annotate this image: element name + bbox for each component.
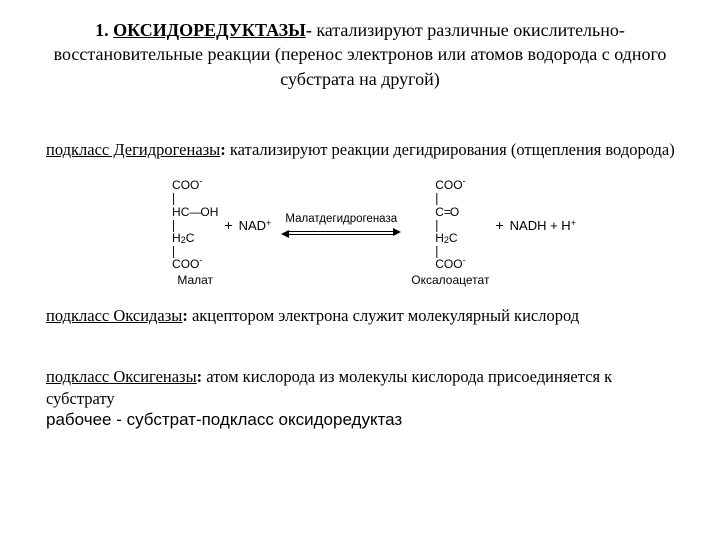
molecule-nadh: NADH + H+ — [510, 218, 576, 233]
subclass-oxygenase: подкласс Оксигеназы: атом кислорода из м… — [18, 366, 702, 411]
plus-icon: + — [224, 217, 232, 233]
headline-term: ОКСИДОРЕДУКТАЗЫ — [113, 20, 306, 40]
malate-structure: COO- | HC—OH | H2C | COO- — [172, 179, 218, 271]
slide-page: 1. ОКСИДОРЕДУКТАЗЫ- катализируют различн… — [0, 0, 720, 540]
reaction-arrow: Малатдегидрогеназа — [281, 213, 401, 237]
subclass-name: подкласс Оксигеназы — [46, 367, 197, 386]
headline-rest-1: катализируют различные окислительно- — [312, 20, 625, 40]
double-arrow-icon — [281, 227, 401, 237]
headline-number: 1. — [95, 20, 109, 40]
subclass-text: катализируют реакции дегидрирования (отщ… — [226, 140, 675, 159]
molecule-oxaloacetate: COO- | C=O | H2C | COO- Оксалоацетат — [411, 179, 489, 287]
reaction-scheme: COO- | HC—OH | H2C | COO- Малат + NAD+ М… — [18, 179, 702, 287]
subclass-text: акцептором электрона служит молекулярный… — [188, 306, 579, 325]
plus-icon: + — [495, 217, 503, 233]
slide-headline: 1. ОКСИДОРЕДУКТАЗЫ- катализируют различн… — [18, 18, 702, 91]
enzyme-label: Малатдегидрогеназа — [285, 213, 397, 225]
malate-caption: Малат — [177, 273, 213, 287]
oxaloacetate-structure: COO- | C=O | H2C | COO- — [435, 179, 465, 271]
oxaloacetate-caption: Оксалоацетат — [411, 273, 489, 287]
headline-rest-2: восстановительные реакции (перенос элект… — [54, 44, 667, 88]
molecule-nad: NAD+ — [239, 218, 272, 233]
subclass-name: подкласс Дегидрогеназы — [46, 140, 220, 159]
subclass-dehydrogenase: подкласс Дегидрогеназы: катализируют реа… — [18, 139, 702, 161]
subclass-oxidase: подкласс Оксидазы: акцептором электрона … — [18, 305, 702, 327]
subclass-name: подкласс Оксидазы — [46, 306, 182, 325]
molecule-malate: COO- | HC—OH | H2C | COO- Малат — [172, 179, 218, 287]
working-definition: рабочее - субстрат-подкласс оксидоредукт… — [18, 410, 702, 430]
